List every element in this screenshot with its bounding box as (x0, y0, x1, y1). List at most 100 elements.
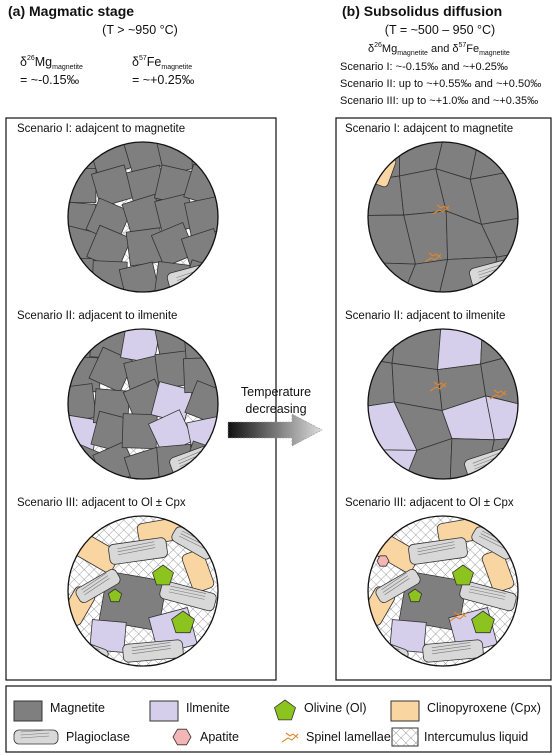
magnetite (398, 570, 468, 632)
magnetite (368, 355, 395, 407)
legend-swatches (13, 699, 420, 747)
magnetite (299, 177, 366, 216)
twin-line (20, 729, 50, 733)
magnetite (68, 383, 97, 423)
scenario-label: Scenario I: adajcent to magnetite (345, 123, 513, 135)
scenario-value: Scenario I: ~-0.15‰ and ~+0.25‰ (340, 61, 508, 73)
olivine (471, 610, 495, 634)
thin-section (68, 329, 218, 479)
twin-line (20, 735, 50, 739)
twin-line (384, 577, 410, 596)
magnetite (516, 329, 518, 356)
spinel-lamellae (489, 389, 507, 400)
swatch-clinopyroxene (390, 700, 420, 722)
magnetite (516, 166, 518, 222)
legend-label: Magnetite (50, 701, 105, 715)
isotope-label: δ26Mgmagnetite (20, 55, 83, 71)
olivine (407, 588, 423, 603)
scenario-label: Scenario II: adjacent to ilmenite (17, 310, 177, 322)
magnetite (519, 297, 555, 344)
twin-line (468, 591, 505, 600)
twin-line (417, 547, 456, 556)
legend-label: Ilmenite (186, 701, 230, 715)
arrow-label: Temperature (241, 385, 311, 399)
twin-line (131, 642, 171, 649)
magnetite (68, 168, 97, 204)
swatch-olivine (274, 699, 296, 721)
legend-label: Apatite (200, 730, 239, 744)
clinopyroxene (481, 549, 515, 593)
twin-line (382, 575, 409, 593)
olivine (452, 564, 474, 586)
ilmenite (437, 329, 483, 371)
twin-line (431, 642, 471, 649)
panel-title: (a) Magmatic stage (8, 3, 134, 19)
clinopyroxene (181, 549, 215, 593)
section-outline (367, 141, 519, 293)
magnetite (368, 405, 375, 451)
magnetite (184, 195, 218, 238)
swatch-ilmenite (149, 700, 179, 722)
magnetite (368, 443, 375, 479)
isotope-value: = ~+0.25‰ (132, 73, 195, 87)
magnetite (516, 142, 518, 171)
isotope-label: δ26Mgmagnetite and δ57Femagnetite (368, 42, 510, 57)
scenario-label: Scenario III: adjacent to Ol ± Cpx (17, 497, 186, 509)
twin-line (20, 732, 50, 736)
swatch-magnetite (13, 700, 43, 722)
section-outline (367, 515, 519, 667)
twin-line (431, 645, 471, 652)
legend-label: Intercumulus liquid (424, 730, 528, 744)
magnetite (368, 214, 370, 267)
arrow (227, 413, 323, 447)
panel-title: (b) Subsolidus diffusion (342, 3, 502, 19)
magnetite (490, 249, 518, 292)
twin-line (168, 591, 205, 600)
twin-line (470, 585, 507, 594)
temperature: (T = ~500 – 950 °C) (385, 23, 495, 37)
magnetite (480, 216, 518, 258)
twin-line (132, 648, 171, 655)
spinel-lamellae (429, 381, 447, 392)
scenario-label: Scenario I: adajcent to magnetite (17, 123, 185, 135)
magnetite (299, 129, 367, 183)
thin-section (368, 516, 518, 666)
twin-line (82, 575, 109, 593)
twin-line (81, 572, 107, 590)
section-outline (67, 328, 219, 480)
temperature: (T > ~950 °C) (102, 23, 178, 37)
section-outline (67, 515, 219, 667)
magnetite (312, 317, 355, 370)
legend-label: Spinel lamellae (306, 730, 391, 744)
thin-section (68, 516, 218, 666)
twin-line (117, 547, 156, 556)
magnetite (118, 261, 161, 292)
twin-line (117, 544, 155, 553)
twin-line (117, 541, 155, 550)
legend-label: Olivine (Ol) (304, 701, 367, 715)
legend-label: Plagioclase (66, 730, 130, 744)
scenario-value: Scenario III: up to ~+1.0‰ and ~+0.35‰ (340, 95, 538, 107)
magnetite (183, 329, 218, 361)
arrow-label: decreasing (245, 402, 306, 416)
ilmenite (485, 395, 518, 441)
panel-box (335, 117, 552, 681)
twin-line (84, 577, 110, 596)
panel-box (5, 117, 277, 681)
twin-line (417, 541, 455, 550)
spinel-lamellae (432, 204, 450, 215)
twin-line (479, 535, 506, 550)
twin-line (169, 588, 206, 597)
spinel-lamellae (281, 732, 299, 743)
magnetite (517, 403, 518, 452)
legend-label: Clinopyroxene (Cpx) (427, 701, 541, 715)
scenario-label: Scenario II: adjacent to ilmenite (345, 310, 505, 322)
thin-section (68, 142, 218, 292)
section-outline (67, 141, 219, 293)
apatite (376, 555, 390, 567)
twin-line (469, 588, 506, 597)
twin-line (179, 535, 206, 550)
section-outline (367, 328, 519, 480)
olivine (107, 588, 123, 603)
